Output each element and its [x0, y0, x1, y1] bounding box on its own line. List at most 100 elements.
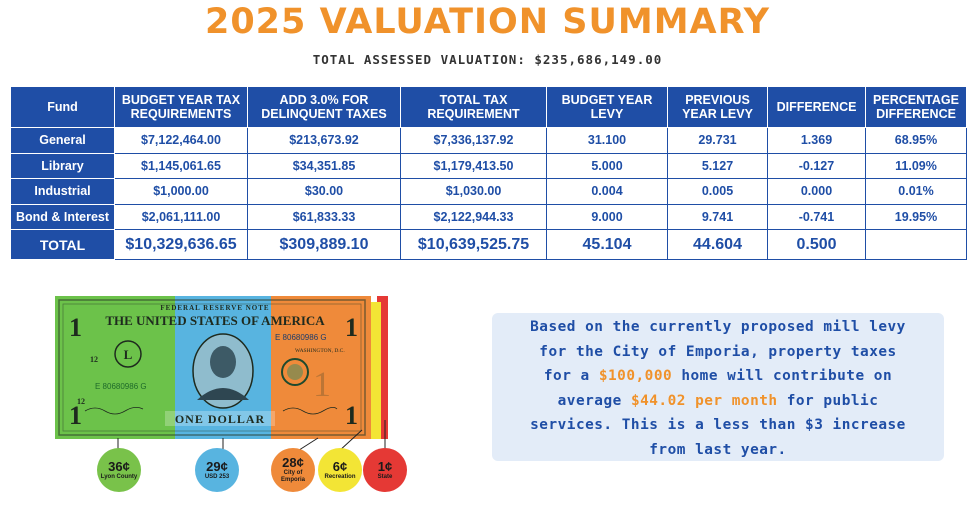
table-row: General $7,122,464.00 $213,673.92 $7,336…	[10, 127, 967, 154]
breakdown-label: Lyon County	[100, 473, 138, 480]
header-previous-year-levy: PREVIOUS YEAR LEVY	[667, 86, 768, 128]
header-difference: DIFFERENCE	[767, 86, 866, 128]
table-header-row: Fund BUDGET YEAR TAX REQUIREMENTS ADD 3.…	[10, 86, 967, 128]
breakdown-circle-usd-253: 29¢ USD 253	[195, 448, 239, 492]
cell-budget-levy: 0.004	[546, 178, 668, 205]
info-line: services. This is a less than $3 increas…	[530, 417, 906, 433]
breakdown-label: Recreation	[324, 473, 356, 480]
portrait-shoulders	[197, 388, 249, 400]
info-line: for the City of Emporia, property taxes	[539, 343, 897, 360]
cell-difference: 0.000	[767, 178, 866, 205]
breakdown-label: City of Emporia	[280, 470, 305, 483]
cell-prev-levy: 29.731	[667, 127, 768, 154]
breakdown-circle-state: 1¢ State	[363, 448, 407, 492]
federal-reserve-note-text: FEDERAL RESERVE NOTE	[160, 304, 269, 312]
portrait-head	[210, 346, 236, 378]
cell-budget-levy: 5.000	[546, 152, 668, 179]
breakdown-label: State	[377, 473, 393, 480]
district-number-lower: 12	[77, 397, 85, 406]
cell-pct-difference: 0.01%	[865, 178, 967, 205]
breakdown-circle-city-of-emporia: 28¢ City of Emporia	[271, 448, 315, 492]
info-line: from last year.	[649, 441, 787, 458]
table-total-row: TOTAL $10,329,636.65 $309,889.10 $10,639…	[10, 229, 967, 260]
info-line: average $44.02 per month for public	[492, 389, 944, 414]
table-row: Library $1,145,061.65 $34,351.85 $1,179,…	[10, 152, 967, 179]
red-strip	[377, 296, 388, 439]
cell-budget-req: $7,122,464.00	[114, 127, 248, 154]
treasury-seal	[281, 358, 309, 386]
washington-dc-text: WASHINGTON, D.C.	[295, 348, 345, 354]
breakdown-amount: 29¢	[206, 458, 228, 474]
corner-numeral-top-right: 1	[345, 313, 358, 342]
cell-budget-levy: 9.000	[546, 203, 668, 230]
total-assessed-valuation: TOTAL ASSESSED VALUATION: $235,686,149.0…	[312, 52, 663, 67]
breakdown-amount: 1¢	[377, 458, 393, 474]
cell-add-delinquent: $30.00	[247, 178, 401, 205]
fund-name: General	[10, 127, 115, 154]
cell-total-req: $1,179,413.50	[400, 152, 547, 179]
corner-numeral-bottom-left: 1	[69, 401, 82, 430]
header-budget-year-tax-requirements: BUDGET YEAR TAX REQUIREMENTS	[114, 86, 248, 128]
total-difference: 0.500	[767, 229, 866, 260]
cell-budget-req: $2,061,111.00	[114, 203, 248, 230]
total-budget-levy: 45.104	[546, 229, 668, 260]
cell-add-delinquent: $213,673.92	[247, 127, 401, 154]
info-line: for a $100,000 home will contribute on	[492, 364, 944, 389]
cell-budget-req: $1,000.00	[114, 178, 248, 205]
district-number-left: 12	[90, 355, 98, 364]
corner-numeral-top-left: 1	[69, 313, 82, 342]
reserve-seal-letter: L	[124, 347, 133, 362]
breakdown-label: USD 253	[204, 473, 230, 480]
cell-total-req: $2,122,944.33	[400, 203, 547, 230]
home-value-highlight: $100,000	[598, 368, 673, 384]
info-text: for a	[543, 368, 599, 384]
signature-left	[84, 407, 144, 415]
header-percentage-difference: PERCENTAGE DIFFERENCE	[865, 86, 967, 128]
cell-pct-difference: 19.95%	[865, 203, 967, 230]
header-fund: Fund	[10, 86, 115, 128]
cell-prev-levy: 5.127	[667, 152, 768, 179]
one-dollar-text: ONE DOLLAR	[175, 412, 265, 426]
yellow-strip	[368, 302, 381, 439]
green-section	[55, 296, 175, 439]
header-add-delinquent: ADD 3.0% FOR DELINQUENT TAXES	[247, 86, 401, 128]
corner-numeral-bottom-right: 1	[345, 401, 358, 430]
signature-right	[282, 407, 338, 415]
header-total-tax-requirement: TOTAL TAX REQUIREMENT	[400, 86, 547, 128]
breakdown-circle-recreation: 6¢ Recreation	[318, 448, 362, 492]
fund-name: Industrial	[10, 178, 115, 205]
cell-prev-levy: 9.741	[667, 203, 768, 230]
cell-add-delinquent: $61,833.33	[247, 203, 401, 230]
breakdown-circle-lyon-county: 36¢ Lyon County	[97, 448, 141, 492]
info-text: home will contribute on	[672, 368, 893, 384]
table-row: Bond & Interest $2,061,111.00 $61,833.33…	[10, 203, 967, 230]
cell-add-delinquent: $34,351.85	[247, 152, 401, 179]
info-text: average	[557, 392, 631, 409]
reserve-seal	[114, 340, 142, 368]
cell-budget-req: $1,145,061.65	[114, 152, 248, 179]
cell-difference: -0.127	[767, 152, 866, 179]
info-text: for public	[777, 392, 879, 409]
property-tax-info-box: Based on the currently proposed mill lev…	[492, 313, 944, 461]
header-budget-year-levy: BUDGET YEAR LEVY	[546, 86, 668, 128]
table-row: Industrial $1,000.00 $30.00 $1,030.00 0.…	[10, 178, 967, 205]
total-budget-req: $10,329,636.65	[114, 229, 248, 260]
breakdown-amount: 36¢	[108, 458, 130, 474]
total-prev-levy: 44.604	[667, 229, 768, 260]
dollar-bill-illustration: FEDERAL RESERVE NOTE THE UNITED STATES O…	[55, 296, 388, 439]
monthly-cost-highlight: $44.02 per month	[630, 392, 778, 409]
united-states-text: THE UNITED STATES OF AMERICA	[105, 313, 325, 328]
valuation-table: Fund BUDGET YEAR TAX REQUIREMENTS ADD 3.…	[10, 86, 967, 260]
serial-number-right: E 80680986 G	[275, 333, 327, 342]
total-add-delinquent: $309,889.10	[247, 229, 401, 260]
orange-section	[271, 296, 371, 439]
one-dollar-banner	[165, 411, 275, 426]
cell-pct-difference: 68.95%	[865, 127, 967, 154]
cell-total-req: $7,336,137.92	[400, 127, 547, 154]
total-label: TOTAL	[10, 229, 115, 260]
page-title: 2025 VALUATION SUMMARY	[204, 2, 771, 42]
total-pct-difference	[865, 229, 967, 260]
fund-name: Bond & Interest	[10, 203, 115, 230]
serial-number-left: E 80680986 G	[95, 382, 147, 391]
info-line: Based on the currently proposed mill lev…	[530, 319, 906, 335]
